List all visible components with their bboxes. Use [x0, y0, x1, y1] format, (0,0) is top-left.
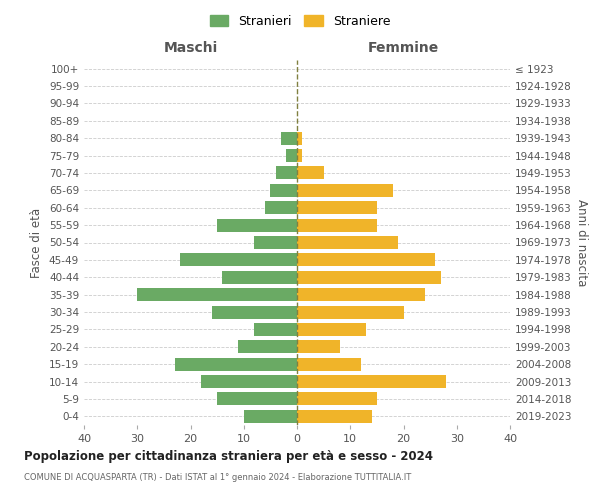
Bar [297, 166, 323, 179]
Bar [297, 323, 366, 336]
Bar [297, 236, 398, 249]
Bar [217, 392, 297, 406]
Bar [297, 132, 302, 144]
Bar [297, 340, 340, 353]
Bar [265, 201, 297, 214]
Bar [297, 288, 425, 301]
Bar [254, 323, 297, 336]
Text: COMUNE DI ACQUASPARTA (TR) - Dati ISTAT al 1° gennaio 2024 - Elaborazione TUTTIT: COMUNE DI ACQUASPARTA (TR) - Dati ISTAT … [24, 472, 411, 482]
Bar [297, 358, 361, 370]
Bar [271, 184, 297, 197]
Bar [217, 218, 297, 232]
Bar [297, 270, 441, 284]
Bar [281, 132, 297, 144]
Bar [297, 218, 377, 232]
Bar [297, 149, 302, 162]
Bar [297, 375, 446, 388]
Bar [223, 270, 297, 284]
Bar [297, 392, 377, 406]
Text: Popolazione per cittadinanza straniera per età e sesso - 2024: Popolazione per cittadinanza straniera p… [24, 450, 433, 463]
Bar [286, 149, 297, 162]
Text: Femmine: Femmine [368, 41, 439, 55]
Bar [297, 410, 371, 423]
Bar [254, 236, 297, 249]
Bar [244, 410, 297, 423]
Bar [297, 201, 377, 214]
Bar [201, 375, 297, 388]
Bar [297, 254, 436, 266]
Y-axis label: Fasce di età: Fasce di età [31, 208, 43, 278]
Bar [297, 184, 393, 197]
Text: Maschi: Maschi [163, 41, 218, 55]
Bar [276, 166, 297, 179]
Bar [212, 306, 297, 318]
Legend: Stranieri, Straniere: Stranieri, Straniere [206, 11, 394, 32]
Y-axis label: Anni di nascita: Anni di nascita [575, 199, 588, 286]
Bar [137, 288, 297, 301]
Bar [238, 340, 297, 353]
Bar [175, 358, 297, 370]
Bar [297, 306, 404, 318]
Bar [180, 254, 297, 266]
